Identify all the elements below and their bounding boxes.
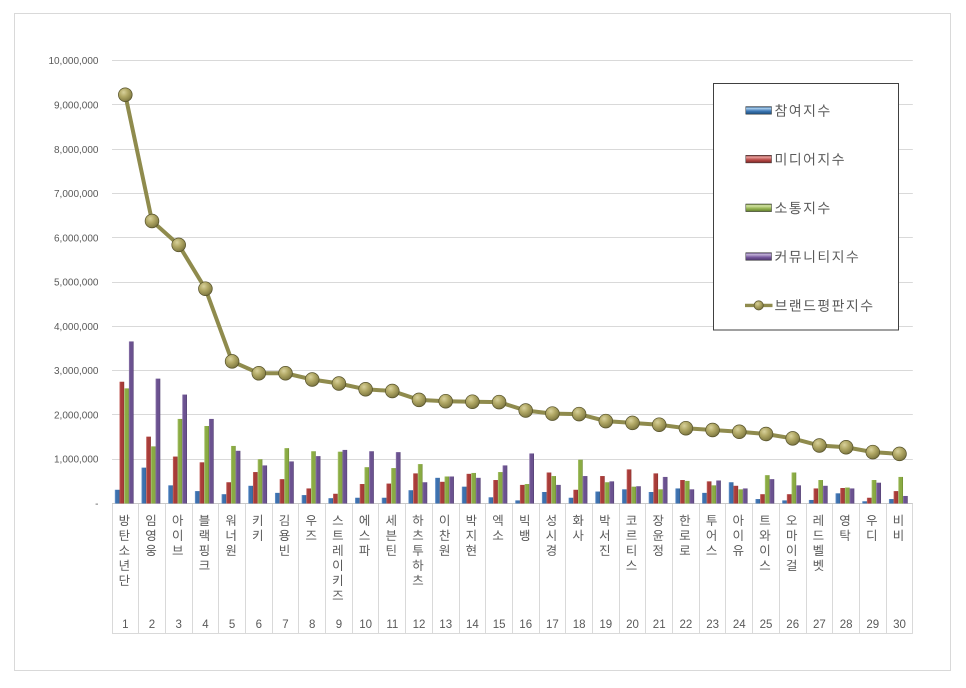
svg-text:15: 15 — [493, 619, 506, 631]
svg-text:5: 5 — [229, 619, 235, 631]
svg-text:6: 6 — [256, 619, 262, 631]
svg-text:21: 21 — [653, 619, 666, 631]
svg-text:13: 13 — [439, 619, 452, 631]
svg-text:3: 3 — [175, 619, 181, 631]
svg-text:7: 7 — [282, 619, 288, 631]
svg-text:24: 24 — [733, 619, 746, 631]
svg-text:5,000,000: 5,000,000 — [54, 278, 99, 289]
svg-text:30: 30 — [893, 619, 906, 631]
svg-text:9: 9 — [336, 619, 342, 631]
svg-text:7,000,000: 7,000,000 — [54, 189, 99, 200]
svg-text:10,000,000: 10,000,000 — [48, 56, 98, 67]
svg-text:28: 28 — [840, 619, 853, 631]
svg-text:17: 17 — [546, 619, 559, 631]
svg-text:12: 12 — [413, 619, 426, 631]
svg-text:14: 14 — [466, 619, 479, 631]
svg-text:3,000,000: 3,000,000 — [54, 366, 99, 377]
svg-text:22: 22 — [680, 619, 693, 631]
svg-text:-: - — [95, 499, 98, 510]
svg-text:9,000,000: 9,000,000 — [54, 101, 99, 112]
svg-text:25: 25 — [760, 619, 773, 631]
svg-text:11: 11 — [386, 619, 398, 631]
svg-text:8: 8 — [309, 619, 315, 631]
svg-text:10: 10 — [359, 619, 372, 631]
svg-text:4,000,000: 4,000,000 — [54, 322, 99, 333]
svg-text:16: 16 — [519, 619, 532, 631]
svg-text:18: 18 — [573, 619, 586, 631]
svg-text:26: 26 — [786, 619, 799, 631]
svg-text:2: 2 — [149, 619, 155, 631]
svg-text:2,000,000: 2,000,000 — [54, 410, 99, 421]
svg-text:23: 23 — [706, 619, 719, 631]
svg-text:1,000,000: 1,000,000 — [54, 455, 99, 466]
svg-text:20: 20 — [626, 619, 639, 631]
svg-text:8,000,000: 8,000,000 — [54, 145, 99, 156]
svg-text:4: 4 — [202, 619, 209, 631]
svg-text:29: 29 — [866, 619, 879, 631]
svg-text:1: 1 — [122, 619, 128, 631]
svg-text:19: 19 — [599, 619, 612, 631]
svg-text:27: 27 — [813, 619, 826, 631]
svg-text:6,000,000: 6,000,000 — [54, 233, 99, 244]
